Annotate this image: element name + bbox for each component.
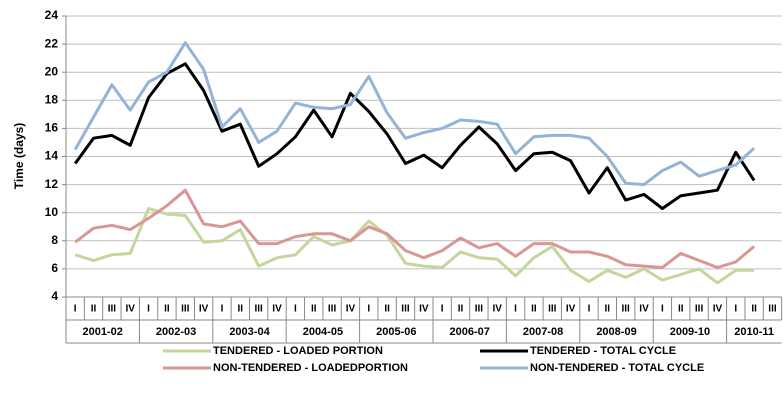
x-tick-label: II	[164, 304, 170, 315]
y-tick-label: 10	[45, 205, 59, 219]
y-tick-label: 14	[45, 149, 59, 163]
x-group-label: 2003-04	[229, 326, 270, 338]
x-tick-label: II	[678, 304, 684, 315]
x-tick-label: III	[108, 304, 117, 315]
x-group-label: 2009-10	[670, 326, 710, 338]
x-tick-label: II	[238, 304, 244, 315]
x-group-label: 2005-06	[376, 326, 416, 338]
y-tick-label: 22	[45, 36, 59, 50]
x-tick-label: IV	[419, 304, 429, 315]
x-tick-label: IV	[125, 304, 135, 315]
x-tick-label: III	[401, 304, 410, 315]
x-group-label: 2008-09	[596, 326, 636, 338]
x-tick-label: I	[221, 304, 224, 315]
x-tick-label: II	[384, 304, 390, 315]
series-line	[73, 41, 756, 187]
x-tick-label: III	[475, 304, 484, 315]
x-group-label: 2010-11	[734, 326, 774, 338]
x-tick-label: I	[588, 304, 591, 315]
x-tick-label: I	[441, 304, 444, 315]
x-tick-label: II	[458, 304, 464, 315]
x-tick-label: IV	[492, 304, 502, 315]
legend-label: NON-TENDERED - TOTAL CYCLE	[530, 362, 704, 374]
y-tick-label: 24	[45, 8, 59, 22]
x-group-label: 2002-03	[156, 326, 196, 338]
x-tick-label: IV	[566, 304, 576, 315]
x-tick-label: I	[734, 304, 737, 315]
x-tick-label: III	[695, 304, 704, 315]
x-tick-label: III	[255, 304, 264, 315]
y-tick-label: 8	[51, 233, 58, 247]
x-group-label: 2001-02	[83, 326, 123, 338]
x-tick-label: IV	[199, 304, 209, 315]
x-tick-label: II	[605, 304, 611, 315]
x-tick-label: I	[147, 304, 150, 315]
x-tick-label: II	[311, 304, 317, 315]
x-tick-label: I	[367, 304, 370, 315]
x-group-label: 2007-08	[523, 326, 563, 338]
x-tick-label: IV	[346, 304, 356, 315]
y-tick-label: 12	[45, 177, 59, 191]
x-tick-label: II	[531, 304, 537, 315]
x-tick-label: III	[622, 304, 631, 315]
series-line	[74, 188, 756, 269]
y-tick-label: 6	[51, 261, 58, 275]
y-tick-label: 18	[45, 92, 59, 106]
x-tick-label: IV	[713, 304, 723, 315]
x-tick-label: I	[294, 304, 297, 315]
y-axis-label: Time (days)	[12, 123, 26, 189]
x-tick-label: III	[768, 304, 777, 315]
x-tick-label: I	[661, 304, 664, 315]
legend-label: TENDERED - LOADED PORTION	[213, 345, 383, 357]
x-tick-label: I	[514, 304, 517, 315]
x-tick-label: II	[751, 304, 757, 315]
x-tick-label: III	[548, 304, 557, 315]
x-tick-label: III	[181, 304, 190, 315]
y-tick-label: 16	[45, 121, 59, 135]
x-group-label: 2006-07	[450, 326, 490, 338]
legend-label: TENDERED - TOTAL CYCLE	[530, 345, 676, 357]
series-line	[73, 62, 756, 210]
x-group-label: 2004-05	[303, 326, 343, 338]
x-tick-label: I	[74, 304, 77, 315]
series-line	[74, 207, 755, 285]
x-tick-label: II	[91, 304, 97, 315]
y-tick-label: 20	[45, 64, 59, 78]
x-tick-label: IV	[639, 304, 649, 315]
legend-label: NON-TENDERED - LOADEDPORTION	[213, 362, 408, 374]
x-tick-label: IV	[272, 304, 282, 315]
x-tick-label: III	[328, 304, 337, 315]
y-tick-label: 4	[51, 289, 58, 303]
